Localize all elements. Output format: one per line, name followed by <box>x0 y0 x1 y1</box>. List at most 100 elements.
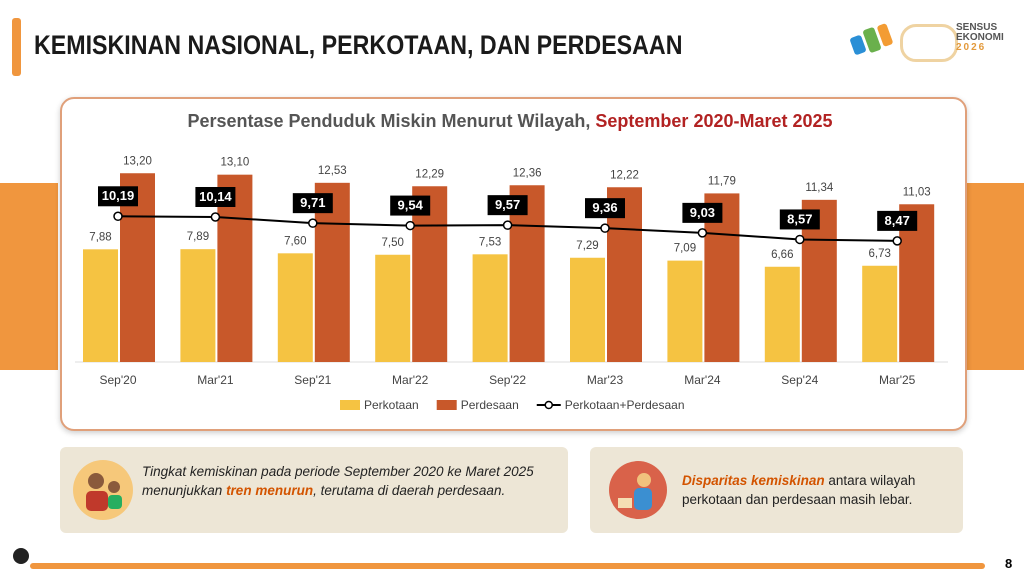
bar <box>180 249 216 362</box>
logo-swirl <box>900 24 958 62</box>
legend-item: Perkotaan <box>340 398 419 412</box>
label-box <box>779 209 820 230</box>
line-point <box>892 236 902 246</box>
value-label: 9,03 <box>690 205 715 220</box>
value-label: 7,89 <box>187 231 209 243</box>
x-tick-label: Sep'22 <box>489 373 526 387</box>
line-point <box>600 223 610 233</box>
value-label: 11,34 <box>805 182 834 194</box>
line-point <box>697 228 708 238</box>
label-box <box>195 186 236 207</box>
chart-title: Persentase Penduduk Miskin Menurut Wilay… <box>187 111 832 131</box>
bar <box>667 260 703 362</box>
note-part: Tingkat kemiskinan pada periode Septembe… <box>142 464 534 498</box>
title-accent <box>12 18 21 76</box>
x-tick-label: Sep'20 <box>100 373 137 387</box>
note-box: Tingkat kemiskinan pada periode Septembe… <box>60 447 568 533</box>
legend-label: Perkotaan <box>364 398 419 412</box>
legend-swatch <box>340 400 360 410</box>
value-label: 8,57 <box>787 211 812 226</box>
slide-title: KEMISKINAN NASIONAL, PERKOTAAN, DAN PERD… <box>34 30 683 60</box>
line-point <box>308 218 318 228</box>
note-part: antara wilayah perkotaan dan perdesaan m… <box>682 473 916 507</box>
label-box <box>292 193 333 214</box>
note-part: , terutama di daerah perdesaan. <box>313 483 506 498</box>
value-label: 7,88 <box>89 231 111 243</box>
logo-line: SENSUS <box>956 22 998 33</box>
value-label: 12,22 <box>610 169 639 181</box>
logo-text: SENSUS EKONOMI 2026 <box>956 23 1004 53</box>
note-icon <box>609 461 667 519</box>
logo-mark <box>850 23 893 55</box>
value-label: 13,10 <box>221 157 250 169</box>
value-label: 11,79 <box>708 175 736 187</box>
line-point <box>210 212 221 222</box>
line-point <box>502 220 513 230</box>
value-label: 9,36 <box>592 200 617 215</box>
chart: Persentase Penduduk Miskin Menurut Wilay… <box>75 111 948 412</box>
line-point <box>405 220 415 231</box>
value-label: 6,66 <box>771 249 793 261</box>
label-box <box>682 202 723 223</box>
chart-title-highlight: September 2020-Maret 2025 <box>595 111 832 131</box>
legend-item: Perkotaan+Perdesaan <box>536 398 685 412</box>
footer-line <box>30 563 985 569</box>
legend-swatch <box>436 400 457 410</box>
x-tick-label: Mar'24 <box>684 373 721 387</box>
value-label: 9,57 <box>495 197 520 212</box>
chart-title-main: Persentase Penduduk Miskin Menurut Wilay… <box>187 111 590 131</box>
bar <box>83 249 118 362</box>
value-label: 13,20 <box>123 155 152 167</box>
value-label: 8,47 <box>885 213 910 228</box>
value-label: 7,50 <box>382 237 404 249</box>
x-tick-label: Sep'21 <box>294 373 331 387</box>
value-label: 7,60 <box>284 235 306 247</box>
label-box <box>98 186 138 207</box>
value-label: 7,29 <box>576 240 598 252</box>
bar <box>277 253 313 362</box>
value-label: 6,73 <box>869 248 891 260</box>
logo-line: 2026 <box>956 42 987 53</box>
value-label: 7,53 <box>479 236 501 248</box>
page-number: 8 <box>1005 556 1013 571</box>
bar <box>764 266 800 362</box>
side-band <box>0 183 58 370</box>
bar <box>862 265 898 362</box>
note-highlight: tren menurun <box>226 483 314 498</box>
bar <box>570 257 605 362</box>
side-band <box>964 183 1024 370</box>
value-label: 11,03 <box>903 186 931 198</box>
value-label: 10,19 <box>102 188 135 203</box>
legend-item: Perdesaan <box>436 398 519 412</box>
value-label: 12,29 <box>415 168 444 180</box>
x-tick-label: Mar'23 <box>587 373 624 387</box>
value-label: 9,71 <box>300 195 325 210</box>
label-box <box>487 195 528 216</box>
note-icon <box>73 460 133 520</box>
label-box <box>390 195 431 216</box>
legend-label: Perkotaan+Perdesaan <box>565 398 685 412</box>
edit-icon <box>13 548 29 564</box>
value-label: 7,09 <box>674 243 696 255</box>
bar <box>375 254 411 362</box>
x-tick-label: Mar'22 <box>392 373 429 387</box>
value-label: 12,53 <box>318 165 347 177</box>
line-point <box>113 211 123 222</box>
legend-swatch <box>544 400 553 410</box>
note-text: Disparitas kemiskinan antara wilayah per… <box>682 471 952 509</box>
bar <box>472 254 508 362</box>
logo <box>850 22 895 58</box>
note-highlight: Disparitas kemiskinan <box>682 473 825 488</box>
legend-label: Perdesaan <box>461 398 519 412</box>
logo-line: EKONOMI <box>956 32 1004 43</box>
label-box <box>877 210 918 231</box>
value-label: 12,36 <box>513 167 542 179</box>
x-tick-label: Sep'24 <box>781 373 818 387</box>
label-box <box>585 198 625 219</box>
value-label: 9,54 <box>398 198 424 213</box>
value-label: 10,14 <box>199 189 232 204</box>
line-point <box>795 234 805 245</box>
note-box: Disparitas kemiskinan antara wilayah per… <box>590 447 963 533</box>
x-tick-label: Mar'21 <box>197 373 234 387</box>
